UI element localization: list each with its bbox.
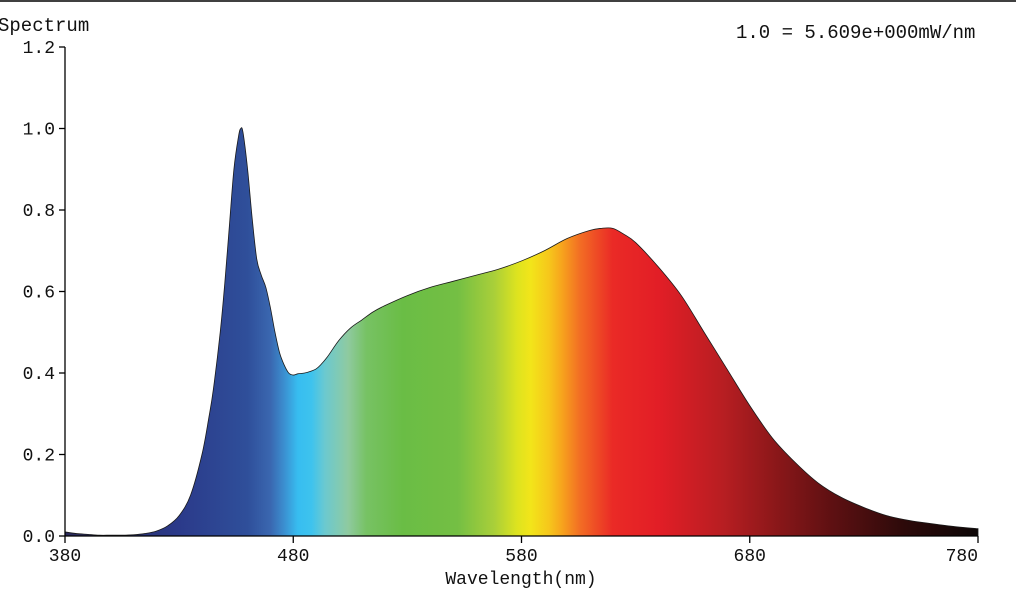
- spectrum-area-series: [64, 127, 979, 537]
- x-axis-ticks: 380 480 580 680 780: [49, 536, 979, 567]
- chart-title: Spectrum: [0, 15, 89, 37]
- x-tick-label: 580: [505, 547, 537, 567]
- y-tick-label: 0.4: [23, 365, 55, 385]
- x-axis-label: Wavelength(nm): [445, 570, 596, 590]
- y-tick-label: 0.2: [23, 447, 55, 467]
- y-tick-label: 0.0: [23, 528, 55, 548]
- x-tick-label: 480: [277, 547, 309, 567]
- x-tick-label: 380: [49, 547, 81, 567]
- scale-note: 1.0 = 5.609e+000mW/nm: [736, 22, 975, 44]
- x-tick-label: 780: [946, 547, 978, 567]
- y-tick-label: 0.8: [23, 202, 55, 222]
- y-tick-label: 1.2: [23, 39, 55, 59]
- x-tick-label: 680: [734, 547, 766, 567]
- y-axis-ticks: 0.0 0.2 0.4 0.6 0.8 1.0 1.2: [23, 39, 65, 548]
- y-tick-label: 1.0: [23, 121, 55, 141]
- y-tick-label: 0.6: [23, 284, 55, 304]
